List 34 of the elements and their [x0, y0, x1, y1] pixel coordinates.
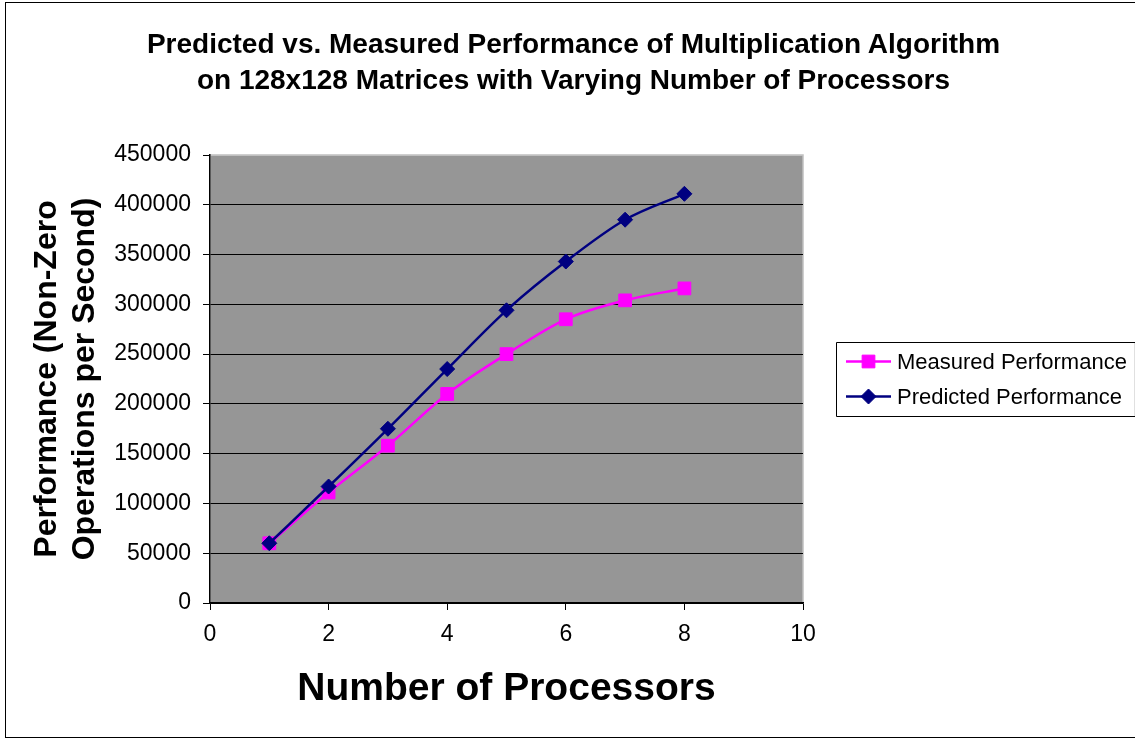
- x-tick-label: 4: [440, 619, 454, 646]
- point: [617, 292, 632, 307]
- y-tick-label: 100000: [113, 488, 191, 515]
- point: [498, 301, 514, 318]
- point: [380, 438, 395, 453]
- point: [675, 185, 692, 202]
- legend-label: Measured Performance: [896, 348, 1127, 374]
- point: [438, 360, 455, 377]
- legend-label: Predicted Performance: [896, 383, 1122, 409]
- point: [616, 211, 633, 228]
- y-tick-label: 450000: [113, 139, 191, 166]
- y-tick-label: 400000: [113, 189, 191, 216]
- point: [557, 253, 574, 270]
- x-tick-label: 8: [677, 619, 691, 646]
- x-tick-label: 2: [321, 619, 335, 646]
- y-tick-label: 300000: [113, 289, 191, 316]
- x-tick-label: 10: [789, 619, 816, 646]
- point: [558, 311, 573, 326]
- y-tick-label: 250000: [113, 338, 191, 365]
- point: [320, 478, 337, 495]
- point: [439, 386, 454, 401]
- y-tick-label: 0: [177, 587, 191, 614]
- x-tick-label: 6: [558, 619, 572, 646]
- y-tick-label: 150000: [113, 438, 191, 465]
- x-tick-label: 0: [203, 619, 216, 646]
- y-tick-label: 350000: [113, 239, 191, 266]
- y-tick-label: 200000: [113, 388, 191, 415]
- x-axis-title: Number of Processors: [296, 664, 716, 708]
- point: [379, 420, 396, 437]
- y-axis-title: Performance (Non-Zero Operations per Second): [26, 197, 101, 560]
- point: [677, 281, 691, 295]
- chart-title: Predicted vs. Measured Performance of Multiplication Algorithm on 128x128 Matrices with Varying Number of Processors: [146, 27, 1000, 95]
- y-tick-label: 50000: [126, 538, 191, 565]
- point: [499, 346, 513, 361]
